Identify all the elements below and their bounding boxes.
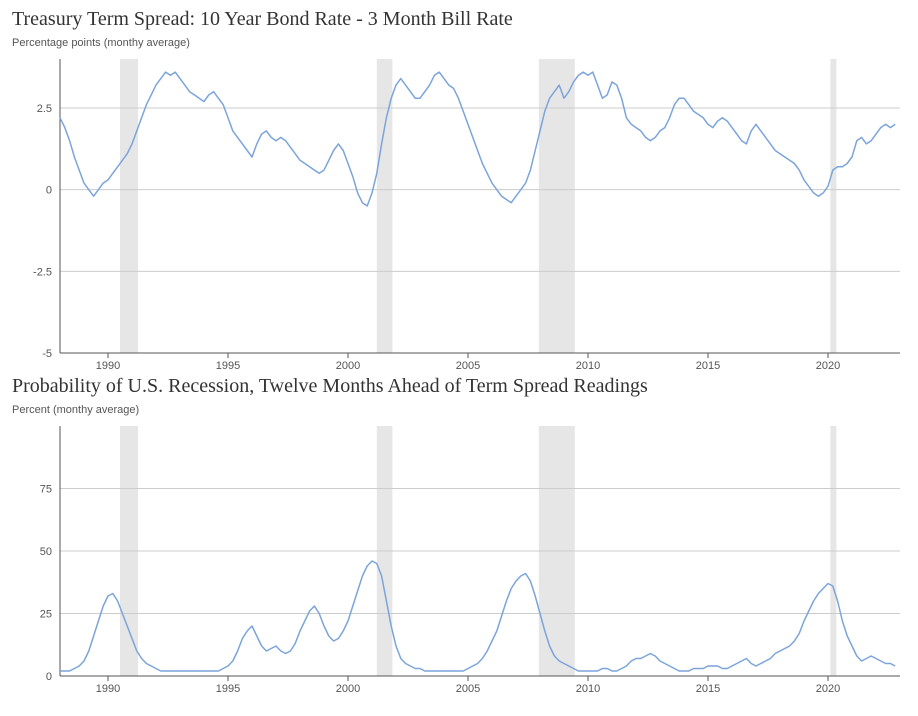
x-tick-label: 1990 xyxy=(96,360,120,372)
x-tick-label: 2005 xyxy=(456,683,480,695)
x-tick-label: 2000 xyxy=(336,683,360,695)
y-tick-label: 0 xyxy=(46,185,52,197)
x-tick-label: 2015 xyxy=(696,683,720,695)
x-tick-label: 2010 xyxy=(576,360,600,372)
chart1-subtitle: Percentage points (monthy average) xyxy=(12,37,906,49)
y-tick-label: 2.5 xyxy=(37,103,52,115)
x-tick-label: 2020 xyxy=(816,360,840,372)
chart1-svg: -5 -2.5 0 2.5 1990 1995 2000 2005 2010 2015 2020 xyxy=(12,53,906,375)
recession-band xyxy=(539,59,575,353)
chart1-title: Treasury Term Spread: 10 Year Bond Rate … xyxy=(12,8,906,31)
y-tick-label: 0 xyxy=(46,671,52,683)
x-tick-label: 2020 xyxy=(816,683,840,695)
recession-band xyxy=(120,59,138,353)
recession-band xyxy=(830,59,836,353)
chart2-subtitle: Percent (monthy average) xyxy=(12,404,906,416)
chart1-container: -5 -2.5 0 2.5 1990 1995 2000 2005 2010 2015 2020 xyxy=(12,53,906,375)
y-tick-label: -2.5 xyxy=(33,266,52,278)
y-tick-label: 25 xyxy=(40,609,52,621)
chart2-svg: 0 25 50 75 1990 1995 2000 2005 2010 2015 2020 xyxy=(12,420,906,698)
data-line xyxy=(60,72,895,206)
x-tick-label: 1995 xyxy=(216,683,240,695)
x-tick-label: 2005 xyxy=(456,360,480,372)
x-tick-label: 2015 xyxy=(696,360,720,372)
x-tick-label: 1990 xyxy=(96,683,120,695)
x-tick-label: 2000 xyxy=(336,360,360,372)
y-tick-label: 75 xyxy=(40,484,52,496)
chart2-container: 0 25 50 75 1990 1995 2000 2005 2010 2015 2020 xyxy=(12,420,906,698)
x-tick-label: 1995 xyxy=(216,360,240,372)
chart2-title: Probability of U.S. Recession, Twelve Mo… xyxy=(12,375,906,398)
y-tick-label: -5 xyxy=(42,348,52,360)
data-line xyxy=(60,561,895,671)
y-tick-label: 50 xyxy=(40,546,52,558)
x-tick-label: 2010 xyxy=(576,683,600,695)
